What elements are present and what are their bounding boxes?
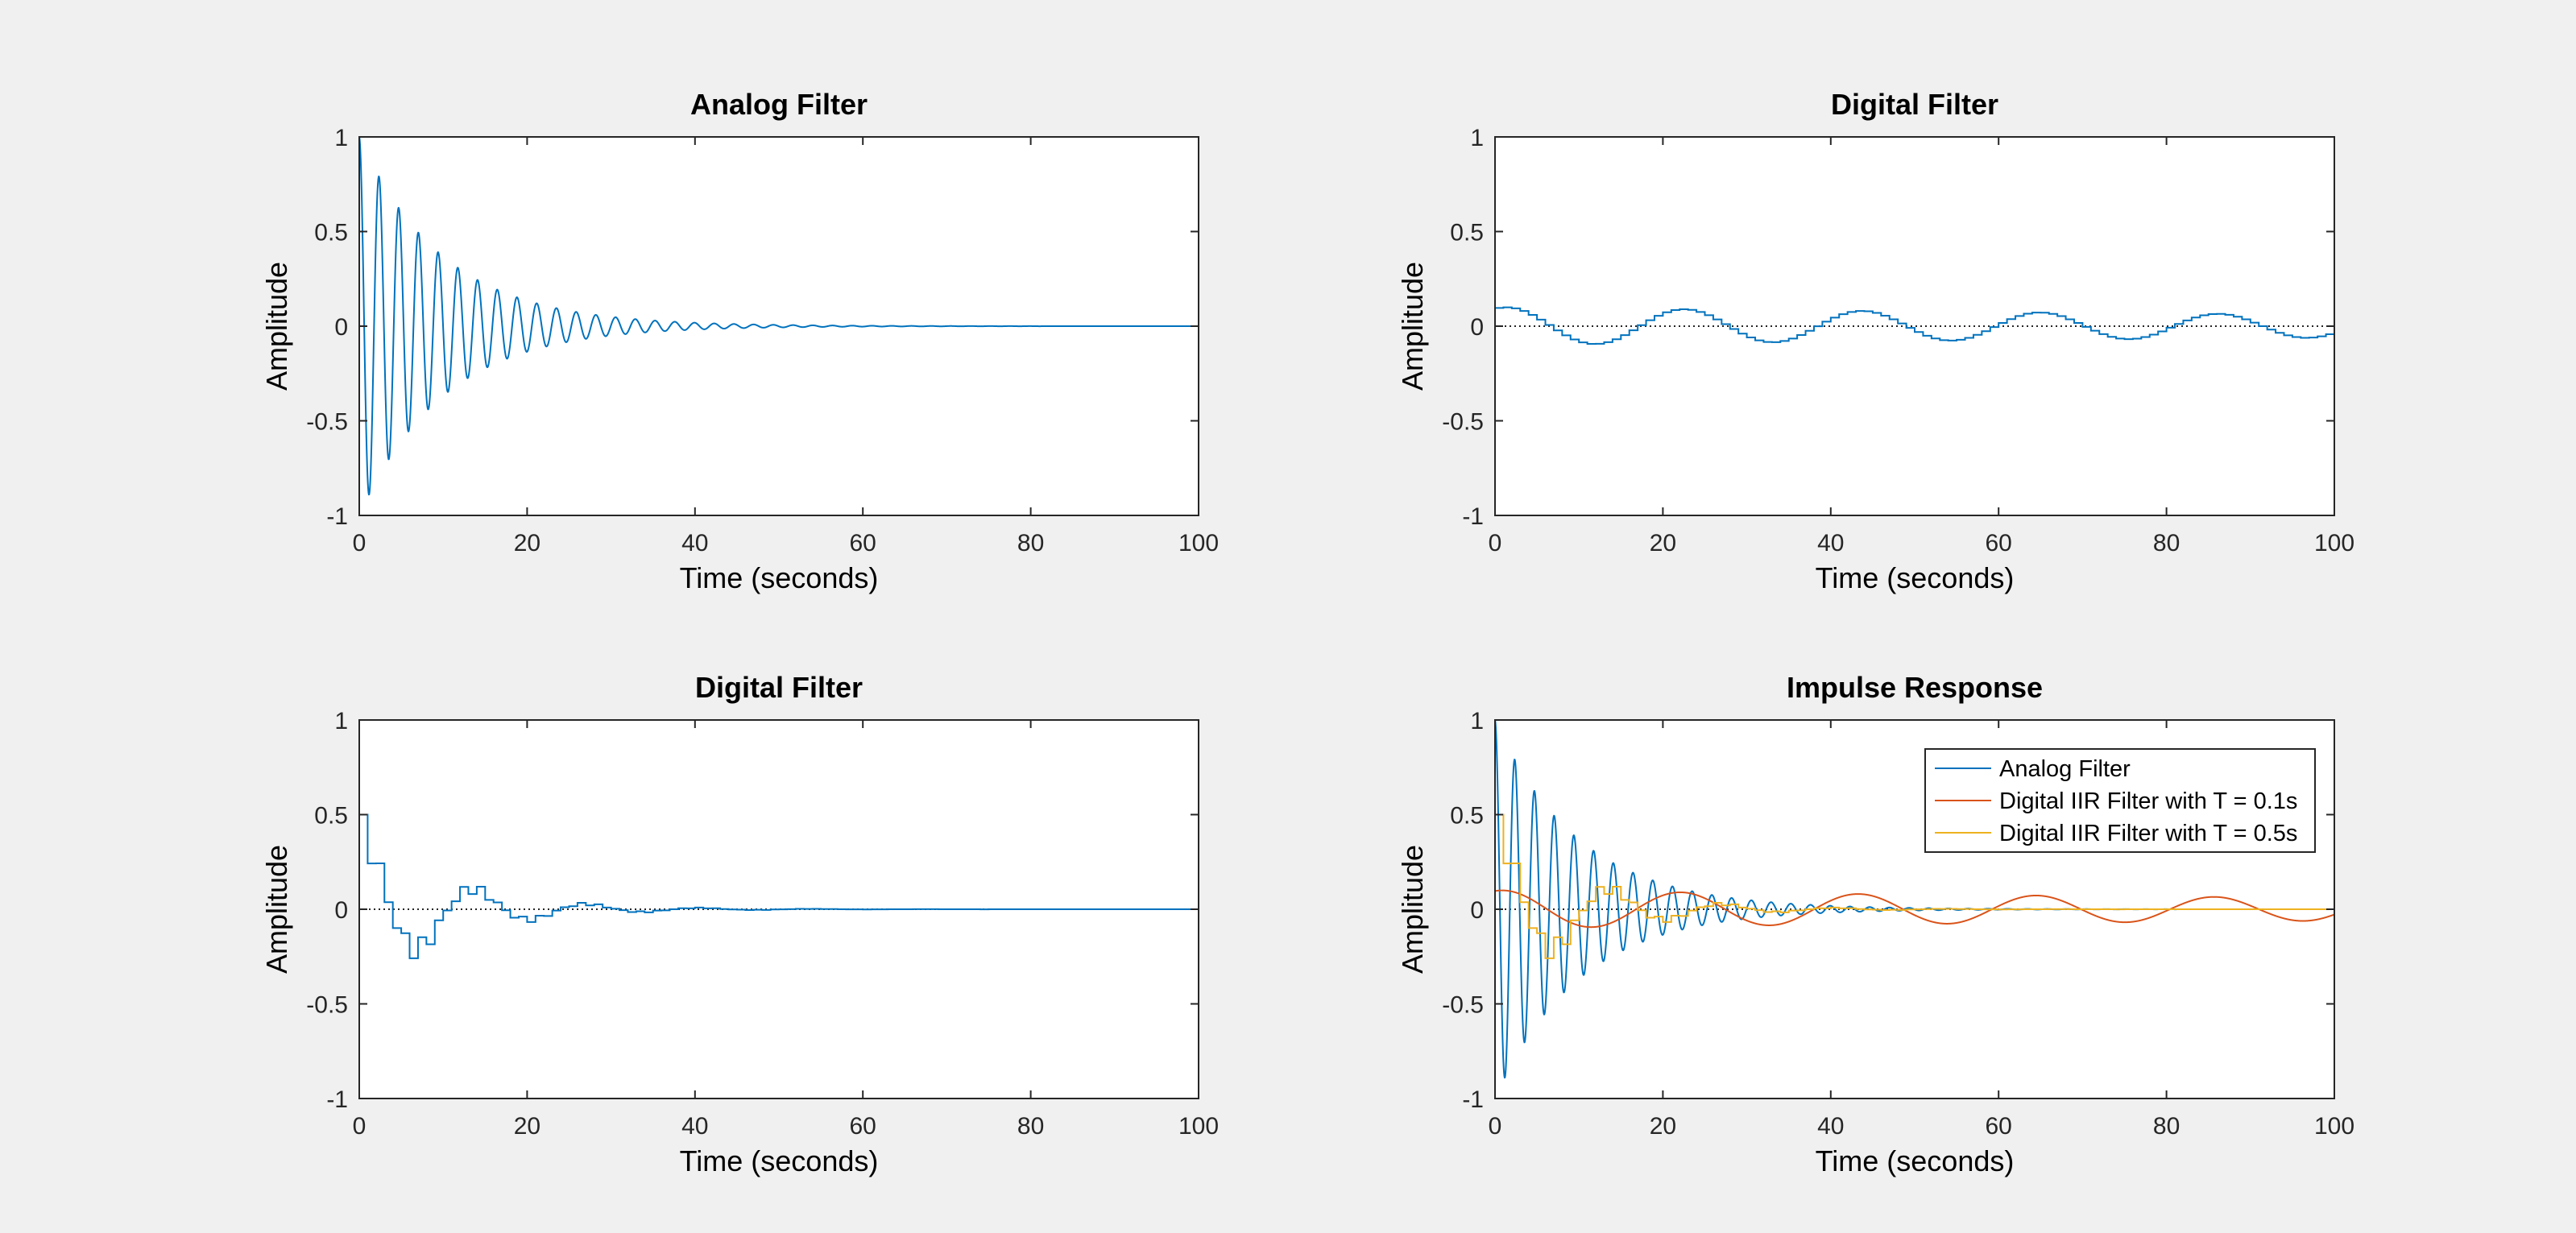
x-tick-label: 100: [1178, 530, 1219, 557]
y-tick-label: 0.5: [1450, 220, 1484, 246]
y-tick-label: -1: [326, 1086, 348, 1113]
x-tick-label: 40: [681, 1113, 708, 1140]
legend-entry: Analog Filter: [1999, 756, 2131, 782]
x-axis-label: Time (seconds): [1816, 1144, 2015, 1177]
x-axis-label: Time (seconds): [1816, 561, 2015, 594]
series-line-1: [359, 813, 1199, 959]
x-tick-label: 40: [1817, 530, 1844, 557]
x-tick-label: 100: [2314, 530, 2354, 557]
y-axis-label: Amplitude: [1396, 845, 1429, 974]
y-tick-label: 0: [1470, 897, 1484, 924]
plot-area: [1494, 136, 2335, 516]
x-tick-label: 100: [1178, 1113, 1219, 1140]
legend-entry: Digital IIR Filter with T = 0.1s: [1999, 788, 2297, 814]
y-tick-label: -1: [326, 503, 348, 530]
x-tick-label: 60: [1986, 1113, 2012, 1140]
x-tick-label: 80: [2153, 1113, 2180, 1140]
y-tick-label: -0.5: [306, 409, 348, 436]
series-line-2: [1495, 889, 2334, 929]
x-tick-label: 20: [1650, 1113, 1676, 1140]
subplot-4: 0 20 40 60 80 100 -1 -0.5 0 0.5 1 Impulse Response T…: [1396, 671, 2354, 1177]
chart-title: Analog Filter: [690, 88, 868, 121]
subplot-3: 0 20 40 60 80 100 -1 -0.5 0 0.5 1 Digital Filter Tim…: [260, 671, 1219, 1177]
x-tick-label: 20: [1650, 530, 1676, 557]
y-axis-label: Amplitude: [260, 845, 293, 974]
y-tick-label: 0: [334, 897, 348, 924]
y-tick-label: 0: [1470, 314, 1484, 341]
y-tick-label: -0.5: [1442, 409, 1484, 436]
x-tick-label: 80: [1017, 530, 1044, 557]
x-tick-label: 0: [353, 1113, 367, 1140]
subplot-1: 0 20 40 60 80 100 -1 -0.5 0 0.5 1 Analog Filter Time…: [260, 88, 1219, 594]
x-tick-label: 0: [1489, 1113, 1502, 1140]
x-tick-label: 40: [681, 530, 708, 557]
x-tick-label: 20: [514, 1113, 540, 1140]
series-group: [1495, 306, 2334, 345]
y-tick-label: -0.5: [1442, 992, 1484, 1019]
series-line-1: [359, 137, 1199, 496]
y-tick-label: 0.5: [314, 220, 348, 246]
y-tick-label: -0.5: [306, 992, 348, 1019]
y-tick-label: 1: [1470, 125, 1484, 151]
y-tick-label: 1: [334, 125, 348, 151]
x-tick-label: 100: [2314, 1113, 2354, 1140]
chart-title: Digital Filter: [1831, 88, 1998, 121]
x-tick-label: 20: [514, 530, 540, 557]
x-tick-label: 80: [2153, 530, 2180, 557]
x-axis-label: Time (seconds): [680, 1144, 879, 1177]
chart-title: Impulse Response: [1787, 671, 2043, 704]
x-tick-label: 0: [1489, 530, 1502, 557]
x-axis-label: Time (seconds): [680, 561, 879, 594]
y-axis-label: Amplitude: [260, 262, 293, 391]
y-tick-label: 1: [334, 708, 348, 734]
y-axis-label: Amplitude: [1396, 262, 1429, 391]
y-tick-label: -1: [1462, 1086, 1484, 1113]
y-tick-label: 0.5: [314, 803, 348, 830]
y-tick-label: 1: [1470, 708, 1484, 734]
subplot-2: 0 20 40 60 80 100 -1 -0.5 0 0.5 1 Digital Filter Tim…: [1396, 88, 2354, 594]
x-tick-label: 60: [1986, 530, 2012, 557]
legend-entry: Digital IIR Filter with T = 0.5s: [1999, 821, 2297, 846]
series-group: [1495, 720, 2334, 1079]
series-group: [359, 137, 1199, 496]
x-tick-label: 80: [1017, 1113, 1044, 1140]
x-tick-label: 60: [850, 530, 876, 557]
series-line-3: [1495, 813, 2334, 959]
x-tick-label: 0: [353, 530, 367, 557]
x-tick-label: 60: [850, 1113, 876, 1140]
series-line-1: [1495, 306, 2334, 345]
series-group: [359, 813, 1199, 959]
y-tick-label: -1: [1462, 503, 1484, 530]
legend[interactable]: Analog Filter Digital IIR Filter with T =…: [1924, 748, 2316, 853]
chart-title: Digital Filter: [695, 671, 863, 704]
y-tick-label: 0: [334, 314, 348, 341]
x-tick-label: 40: [1817, 1113, 1844, 1140]
y-tick-label: 0.5: [1450, 803, 1484, 830]
